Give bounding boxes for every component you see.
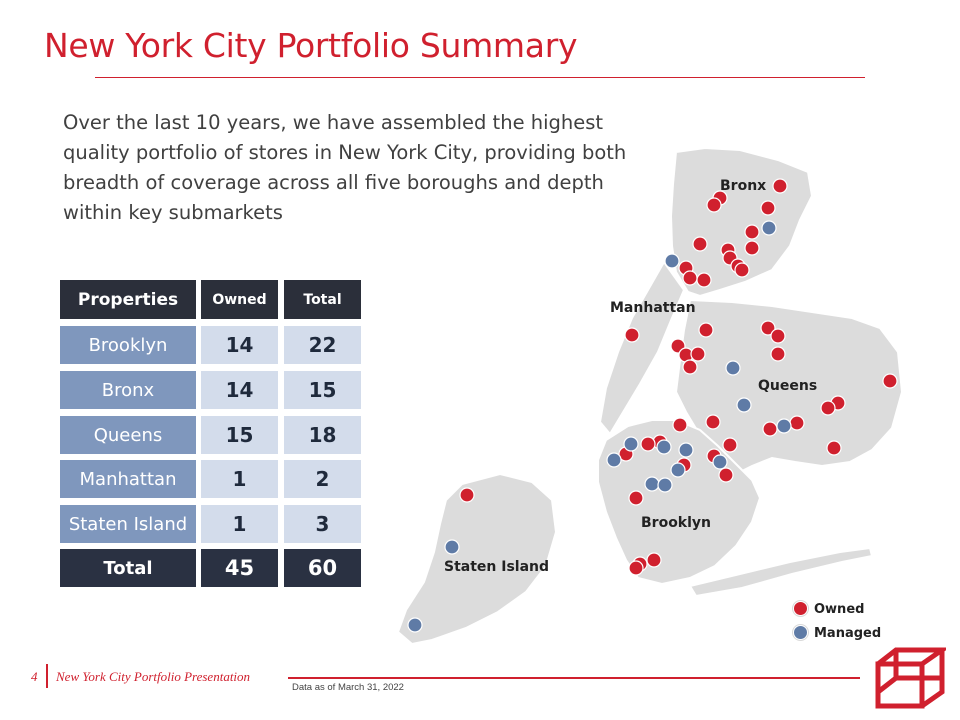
row-label-staten-island: Staten Island — [60, 505, 196, 543]
owned-marker — [762, 421, 778, 437]
row-label-queens: Queens — [60, 416, 196, 454]
owned-marker — [705, 414, 721, 430]
managed-marker — [712, 454, 728, 470]
owned-marker — [640, 436, 656, 452]
header-properties: Properties — [60, 280, 196, 319]
owned-marker — [624, 327, 640, 343]
map-label-queens: Queens — [758, 378, 818, 394]
managed-marker — [407, 617, 423, 633]
owned-marker — [628, 490, 644, 506]
owned-marker — [459, 487, 475, 503]
managed-marker — [656, 439, 672, 455]
legend-owned-dot — [793, 601, 808, 616]
row-total-bronx: 15 — [284, 371, 361, 409]
owned-marker — [882, 373, 898, 389]
managed-marker — [644, 476, 660, 492]
owned-marker — [760, 200, 776, 216]
owned-marker — [760, 320, 776, 336]
row-total-staten-island: 3 — [284, 505, 361, 543]
owned-marker — [744, 224, 760, 240]
total-label: Total — [60, 549, 196, 587]
owned-marker — [692, 236, 708, 252]
managed-markers — [407, 220, 792, 633]
row-total-brooklyn: 22 — [284, 326, 361, 364]
managed-marker — [736, 397, 752, 413]
map-label-staten-island: Staten Island — [444, 559, 550, 575]
row-label-bronx: Bronx — [60, 371, 196, 409]
managed-marker — [761, 220, 777, 236]
owned-marker — [734, 262, 750, 278]
footer-rule — [288, 677, 860, 679]
legend-managed-label: Managed — [814, 626, 882, 641]
map-label-brooklyn: Brooklyn — [641, 515, 712, 531]
owned-marker — [772, 178, 788, 194]
row-total-manhattan: 2 — [284, 460, 361, 498]
owned-marker — [690, 346, 706, 362]
page-number: 4 — [31, 669, 38, 684]
data-as-of-note: Data as of March 31, 2022 — [292, 682, 404, 693]
managed-marker — [606, 452, 622, 468]
map-label-bronx: Bronx — [720, 178, 767, 194]
row-owned-brooklyn: 14 — [201, 326, 278, 364]
header-owned: Owned — [201, 280, 278, 319]
page-title: New York City Portfolio Summary — [44, 26, 578, 65]
legend-managed-dot — [793, 625, 808, 640]
owned-marker — [820, 400, 836, 416]
company-logo-icon — [875, 647, 946, 709]
queens-shape — [674, 298, 904, 478]
managed-marker — [670, 462, 686, 478]
owned-marker — [706, 197, 722, 213]
owned-marker — [718, 467, 734, 483]
owned-marker — [698, 322, 714, 338]
row-label-manhattan: Manhattan — [60, 460, 196, 498]
managed-marker — [664, 253, 680, 269]
managed-marker — [725, 360, 741, 376]
staten-island-shape — [396, 472, 558, 646]
row-owned-queens: 15 — [201, 416, 278, 454]
row-owned-manhattan: 1 — [201, 460, 278, 498]
owned-marker — [722, 437, 738, 453]
map-label-manhattan: Manhattan — [610, 300, 696, 316]
owned-marker — [646, 552, 662, 568]
total-owned: 45 — [201, 549, 278, 587]
manhattan-shape — [598, 260, 686, 436]
row-owned-bronx: 14 — [201, 371, 278, 409]
managed-marker — [776, 418, 792, 434]
owned-marker — [682, 359, 698, 375]
owned-markers — [459, 178, 898, 576]
managed-marker — [623, 436, 639, 452]
footer-separator — [46, 664, 48, 688]
owned-marker — [696, 272, 712, 288]
legend-owned-label: Owned — [814, 602, 865, 617]
owned-marker — [770, 346, 786, 362]
owned-marker — [672, 417, 688, 433]
row-total-queens: 18 — [284, 416, 361, 454]
presentation-title: New York City Portfolio Presentation — [56, 669, 251, 684]
owned-marker — [826, 440, 842, 456]
rockaway-shape — [688, 546, 874, 598]
header-total: Total — [284, 280, 361, 319]
intro-paragraph: Over the last 10 years, we have assemble… — [63, 111, 627, 224]
total-total: 60 — [284, 549, 361, 587]
managed-marker — [444, 539, 460, 555]
row-owned-staten-island: 1 — [201, 505, 278, 543]
owned-marker — [682, 270, 698, 286]
owned-marker — [789, 415, 805, 431]
owned-marker — [744, 240, 760, 256]
owned-marker — [770, 328, 786, 344]
managed-marker — [657, 477, 673, 493]
managed-marker — [678, 442, 694, 458]
owned-marker — [628, 560, 644, 576]
row-label-brooklyn: Brooklyn — [60, 326, 196, 364]
title-divider — [95, 77, 865, 78]
